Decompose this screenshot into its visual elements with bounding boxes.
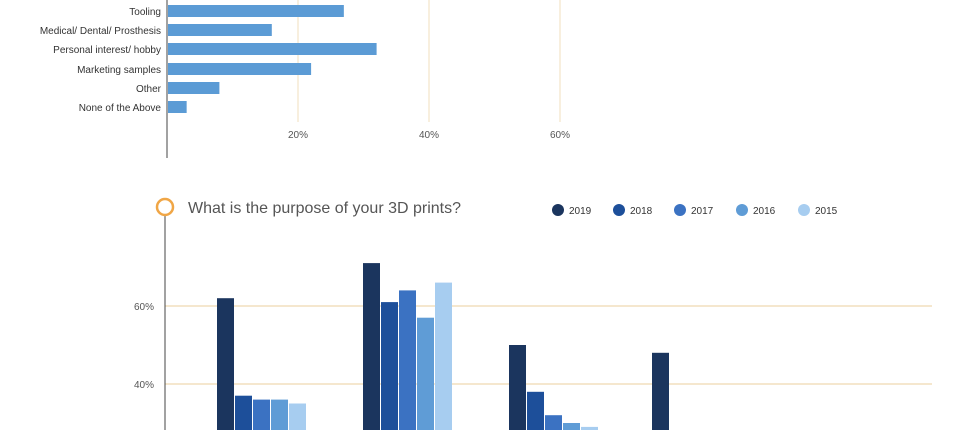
top-x-tick-label: 60%	[550, 130, 570, 141]
top-category-label: None of the Above	[79, 103, 162, 114]
bottom-y-tick-label: 60%	[134, 302, 154, 313]
bar-2019-group-3	[652, 352, 669, 430]
bottom-bars	[217, 263, 669, 430]
top-bar-chart: Tooling Medical/ Dental/ Prosthesis Person…	[40, 0, 570, 158]
legend-swatch-2018	[613, 204, 625, 216]
bar-2018-group-0	[235, 395, 252, 430]
bar-2019-group-0	[217, 298, 234, 430]
bar-2017-group-2	[545, 415, 562, 430]
top-gridlines	[297, 0, 561, 122]
top-category-label: Marketing samples	[77, 65, 161, 76]
top-bar-0	[168, 5, 344, 17]
legend-swatch-2017	[674, 204, 686, 216]
legend-label-2019: 2019	[569, 206, 592, 217]
legend-label-2016: 2016	[753, 206, 776, 217]
title-ring-icon	[155, 197, 175, 217]
legend-swatch-2016	[736, 204, 748, 216]
top-category-label: Personal interest/ hobby	[53, 45, 161, 56]
top-x-tick-labels: 20% 40% 60%	[288, 130, 570, 141]
legend-swatch-2019	[552, 204, 564, 216]
top-x-tick-label: 20%	[288, 130, 308, 141]
bar-2016-group-0	[271, 399, 288, 430]
bottom-gridlines	[165, 305, 932, 385]
top-bar-3	[168, 63, 312, 75]
top-bar-1	[168, 24, 272, 36]
legend-swatch-2015	[798, 204, 810, 216]
bottom-y-tick-labels: 60% 40%	[134, 302, 154, 391]
top-bar-2	[168, 43, 377, 55]
bar-2019-group-2	[509, 345, 526, 430]
bar-2016-group-2	[563, 423, 580, 430]
bar-2018-group-1	[381, 302, 398, 430]
top-x-tick-label: 40%	[419, 130, 439, 141]
legend: 2019 2018 2017 2016 2015	[552, 204, 838, 217]
top-category-label: Tooling	[129, 7, 161, 18]
legend-label-2018: 2018	[630, 206, 653, 217]
bar-2018-group-2	[527, 391, 544, 430]
top-bars	[168, 5, 377, 113]
bar-2015-group-1	[435, 282, 452, 430]
bar-2017-group-1	[399, 290, 416, 430]
bottom-y-tick-label: 40%	[134, 380, 154, 391]
bar-2017-group-0	[253, 399, 270, 430]
top-category-label: Other	[136, 84, 162, 95]
legend-label-2017: 2017	[691, 206, 714, 217]
top-category-labels: Tooling Medical/ Dental/ Prosthesis Person…	[40, 7, 162, 114]
legend-label-2015: 2015	[815, 206, 838, 217]
top-category-label: Medical/ Dental/ Prosthesis	[40, 26, 161, 37]
bar-2015-group-0	[289, 403, 306, 430]
chart-title: What is the purpose of your 3D prints?	[188, 200, 461, 217]
bar-2016-group-1	[417, 317, 434, 430]
bar-2019-group-1	[363, 263, 380, 430]
top-bar-4	[168, 82, 220, 94]
bottom-bar-chart: What is the purpose of your 3D prints? 2…	[134, 197, 932, 430]
bar-2015-group-2	[581, 426, 598, 430]
top-bar-5	[168, 101, 187, 113]
